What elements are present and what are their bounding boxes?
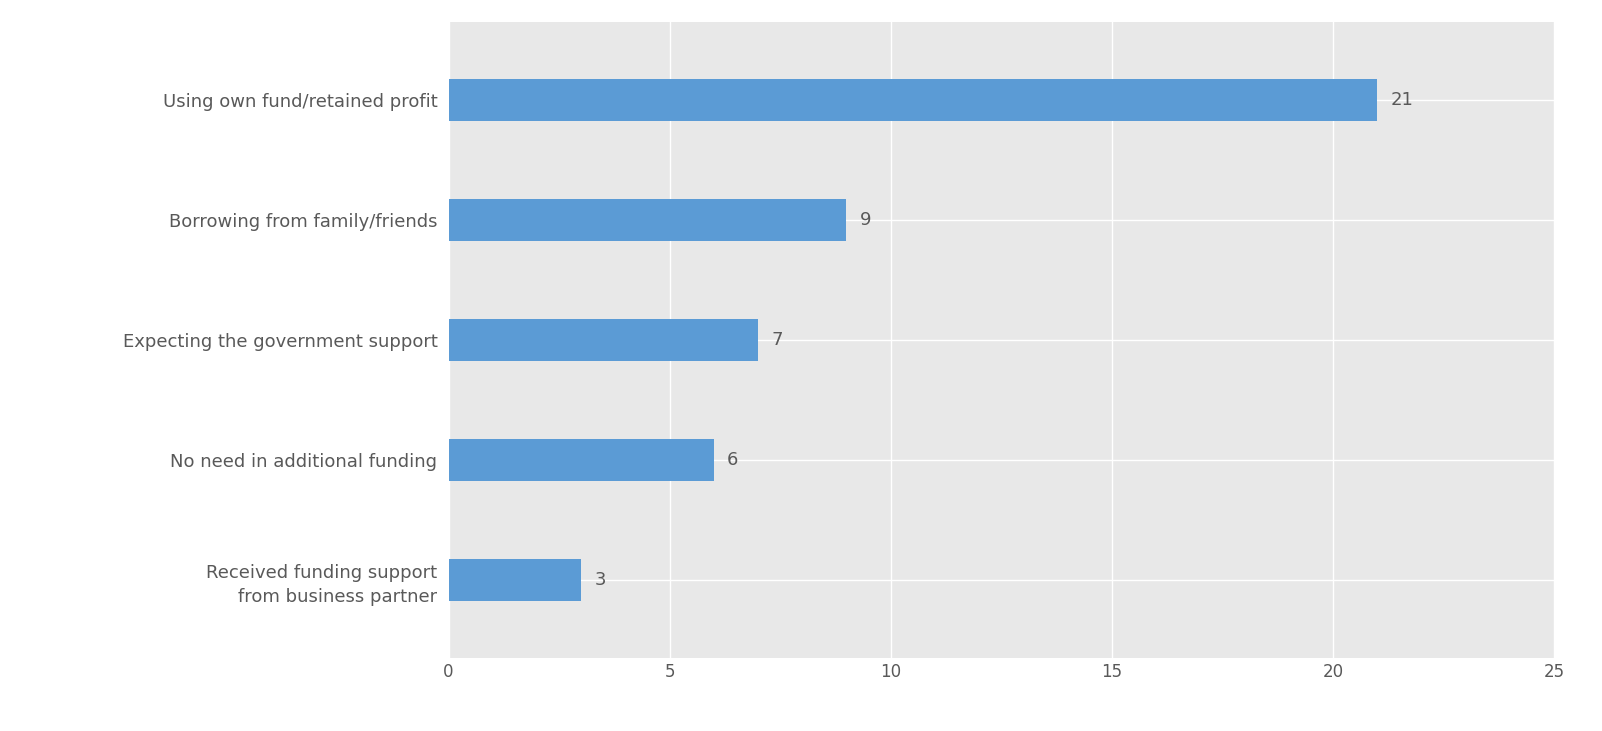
Text: 7: 7 bbox=[771, 331, 783, 349]
Bar bbox=[449, 439, 714, 481]
Text: 6: 6 bbox=[727, 451, 739, 469]
Text: 3: 3 bbox=[594, 571, 606, 589]
Bar bbox=[449, 559, 582, 601]
Bar bbox=[449, 79, 1378, 121]
Bar bbox=[449, 199, 846, 241]
Text: 9: 9 bbox=[860, 211, 871, 229]
Text: 21: 21 bbox=[1391, 91, 1413, 109]
Bar bbox=[449, 319, 758, 361]
